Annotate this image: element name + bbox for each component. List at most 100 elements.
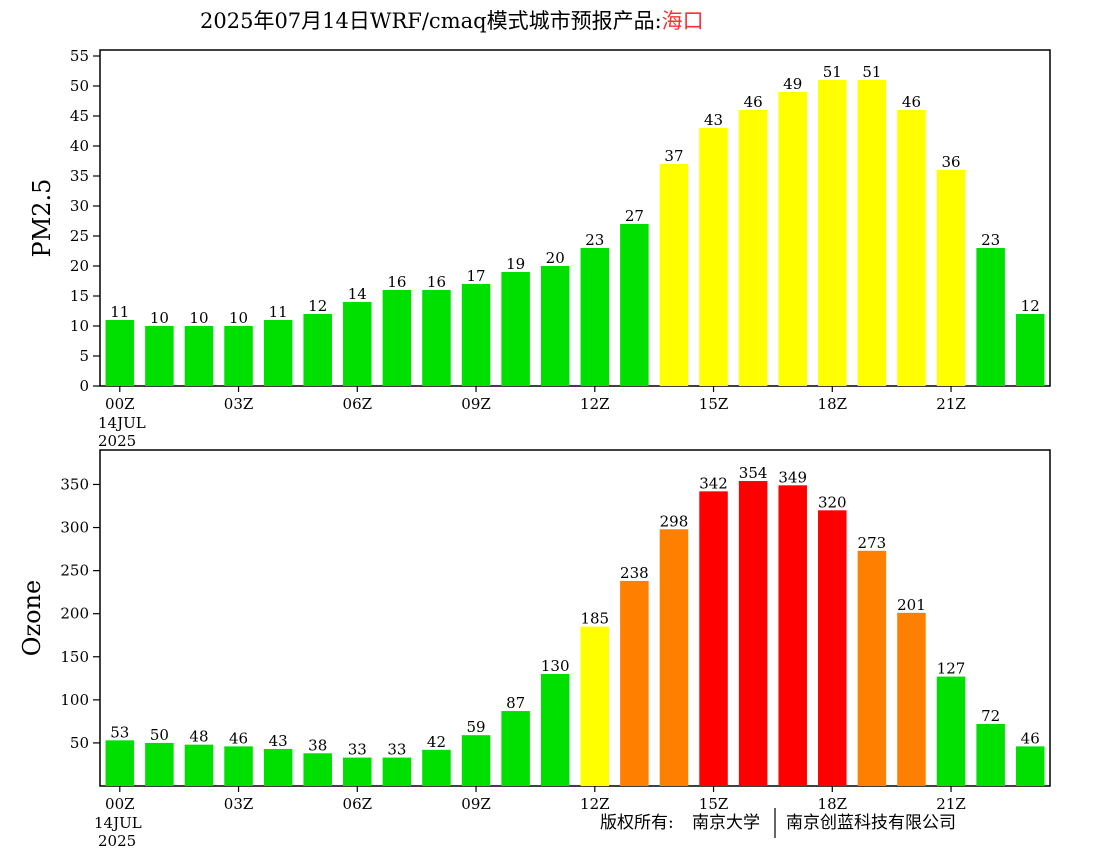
pm25-bar-h8 [422, 290, 451, 386]
pm25-ytick-label-30: 30 [70, 197, 89, 215]
footer-credits: 版权所有: 南京大学 南京创蓝科技有限公司 [600, 808, 956, 838]
pm25-bar-h2 [184, 326, 214, 386]
chart-title-main: 2025年07月14日WRF/cmaq模式城市预报产品: [200, 9, 662, 33]
ozone-ytick-label-300: 300 [60, 519, 89, 537]
pm25-x-axis: 00Z 03Z 06Z 09Z 12Z 15Z 18Z 21Z [105, 386, 966, 413]
ozone-value-label-h20: 201 [897, 596, 926, 614]
pm25-value-label-h1: 10 [150, 309, 169, 327]
pm25-value-label-h6: 14 [348, 285, 367, 303]
ozone-xtick-label-3: 03Z [224, 795, 254, 813]
ozone-value-label-h13: 238 [620, 564, 649, 582]
ozone-bar-h11 [540, 674, 570, 786]
pm25-ytick-label-35: 35 [70, 167, 89, 185]
ozone-ytick-label-250: 250 [60, 562, 89, 580]
ozone-value-label-h22: 72 [981, 707, 1000, 725]
ozone-xtick-label-15: 15Z [699, 795, 729, 813]
ozone-value-label-h15: 342 [699, 474, 728, 492]
ozone-value-label-h23: 46 [1021, 729, 1040, 747]
ozone-ytick-label-100: 100 [60, 691, 89, 709]
ozone-bar-h13 [620, 580, 649, 786]
ozone-value-label-h10: 87 [506, 694, 525, 712]
ozone-ytick-label-350: 350 [60, 475, 89, 493]
pm25-value-label-h4: 11 [269, 303, 288, 321]
ozone-xtick-label-0: 00Z [105, 795, 135, 813]
ozone-value-label-h7: 33 [387, 741, 406, 759]
ozone-value-label-h1: 50 [150, 726, 169, 744]
ozone-date-line-1: 14JUL [94, 814, 142, 832]
ozone-xtick-label-12: 12Z [580, 795, 610, 813]
pm25-xtick-label-6: 06Z [343, 395, 373, 413]
ozone-bar-h0 [105, 740, 135, 786]
pm25-xtick-label-9: 09Z [461, 395, 491, 413]
pm25-value-label-h10: 19 [506, 255, 525, 273]
ozone-bar-h3 [224, 746, 253, 786]
pm25-value-label-h8: 16 [427, 273, 446, 291]
pm25-bar-h16 [738, 110, 768, 386]
pm25-value-label-h21: 36 [941, 153, 960, 171]
pm25-value-label-h2: 10 [189, 309, 208, 327]
pm25-value-label-h22: 23 [981, 231, 1000, 249]
ozone-bar-h16 [738, 481, 768, 786]
ozone-bar-h17 [778, 485, 807, 786]
pm25-value-label-h16: 46 [744, 93, 763, 111]
pm25-value-label-h15: 43 [704, 111, 723, 129]
ozone-value-label-h9: 59 [466, 718, 485, 736]
pm25-value-label-h0: 11 [110, 303, 129, 321]
pm25-bar-h17 [778, 92, 807, 386]
pm25-date-line-1: 14JUL [98, 414, 146, 432]
ozone-bar-h1 [145, 742, 174, 786]
ozone-value-label-h3: 46 [229, 729, 248, 747]
pm25-axis-title: PM2.5 [28, 179, 56, 258]
ozone-bar-h6 [343, 757, 372, 786]
ozone-value-label-h6: 33 [348, 741, 367, 759]
pm25-bar-h19 [857, 80, 887, 386]
ozone-ytick-label-200: 200 [60, 605, 89, 623]
footer-org-1: 南京大学 [692, 813, 760, 833]
pm25-value-labels: 11 10 10 10 11 12 14 16 16 17 19 20 23 27 37 43 46 49 51 51… [110, 63, 1040, 327]
pm25-bar-h4 [263, 320, 293, 386]
pm25-ytick-label-20: 20 [70, 257, 89, 275]
pm25-value-label-h12: 23 [585, 231, 604, 249]
pm25-bar-h0 [105, 320, 135, 386]
pm25-bar-h13 [620, 224, 649, 386]
pm25-xtick-label-12: 12Z [580, 395, 610, 413]
pm25-bar-h1 [145, 326, 174, 386]
ozone-bar-h12 [580, 626, 610, 786]
pm25-bar-h5 [303, 314, 332, 386]
pm25-value-label-h19: 51 [862, 63, 881, 81]
pm25-value-label-h20: 46 [902, 93, 921, 111]
pm25-ytick-label-25: 25 [70, 227, 89, 245]
pm25-ytick-label-40: 40 [70, 137, 89, 155]
ozone-ytick-label-150: 150 [60, 648, 89, 666]
ozone-value-label-h8: 42 [427, 733, 446, 751]
ozone-xtick-label-18: 18Z [818, 795, 848, 813]
pm25-value-label-h5: 12 [308, 297, 327, 315]
pm25-bar-h3 [224, 326, 253, 386]
pm25-value-label-h17: 49 [783, 75, 802, 93]
pm25-value-label-h3: 10 [229, 309, 248, 327]
ozone-value-label-h14: 298 [660, 512, 689, 530]
ozone-bar-h23 [1015, 746, 1045, 786]
pm25-bar-h14 [659, 164, 689, 386]
pm25-bar-h21 [936, 170, 966, 386]
footer-org-2: 南京创蓝科技有限公司 [786, 813, 956, 833]
ozone-bar-h10 [501, 711, 530, 786]
ozone-value-label-h11: 130 [541, 657, 570, 675]
pm25-ytick-label-15: 15 [70, 287, 89, 305]
pm25-bar-h11 [540, 266, 570, 386]
ozone-ytick-label-50: 50 [70, 734, 89, 752]
pm25-bar-h9 [461, 284, 491, 386]
chart-title: 2025年07月14日WRF/cmaq模式城市预报产品:海口 [200, 9, 704, 33]
pm25-bar-h23 [1015, 314, 1045, 386]
ozone-y-axis: 50 100 150 200 250 300 350 [60, 475, 100, 752]
pm25-value-label-h13: 27 [625, 207, 644, 225]
ozone-panel: 53 50 48 46 43 38 33 33 42 59 87 130 185 238 298 342 354… [18, 449, 1051, 850]
pm25-bar-h12 [580, 248, 610, 386]
ozone-x-axis: 00Z 03Z 06Z 09Z 12Z 15Z 18Z 21Z [105, 786, 966, 813]
pm25-xtick-label-0: 00Z [105, 395, 135, 413]
ozone-bar-h21 [936, 676, 966, 786]
pm25-xtick-label-18: 18Z [818, 395, 848, 413]
pm25-xtick-label-3: 03Z [224, 395, 254, 413]
pm25-value-label-h9: 17 [466, 267, 485, 285]
